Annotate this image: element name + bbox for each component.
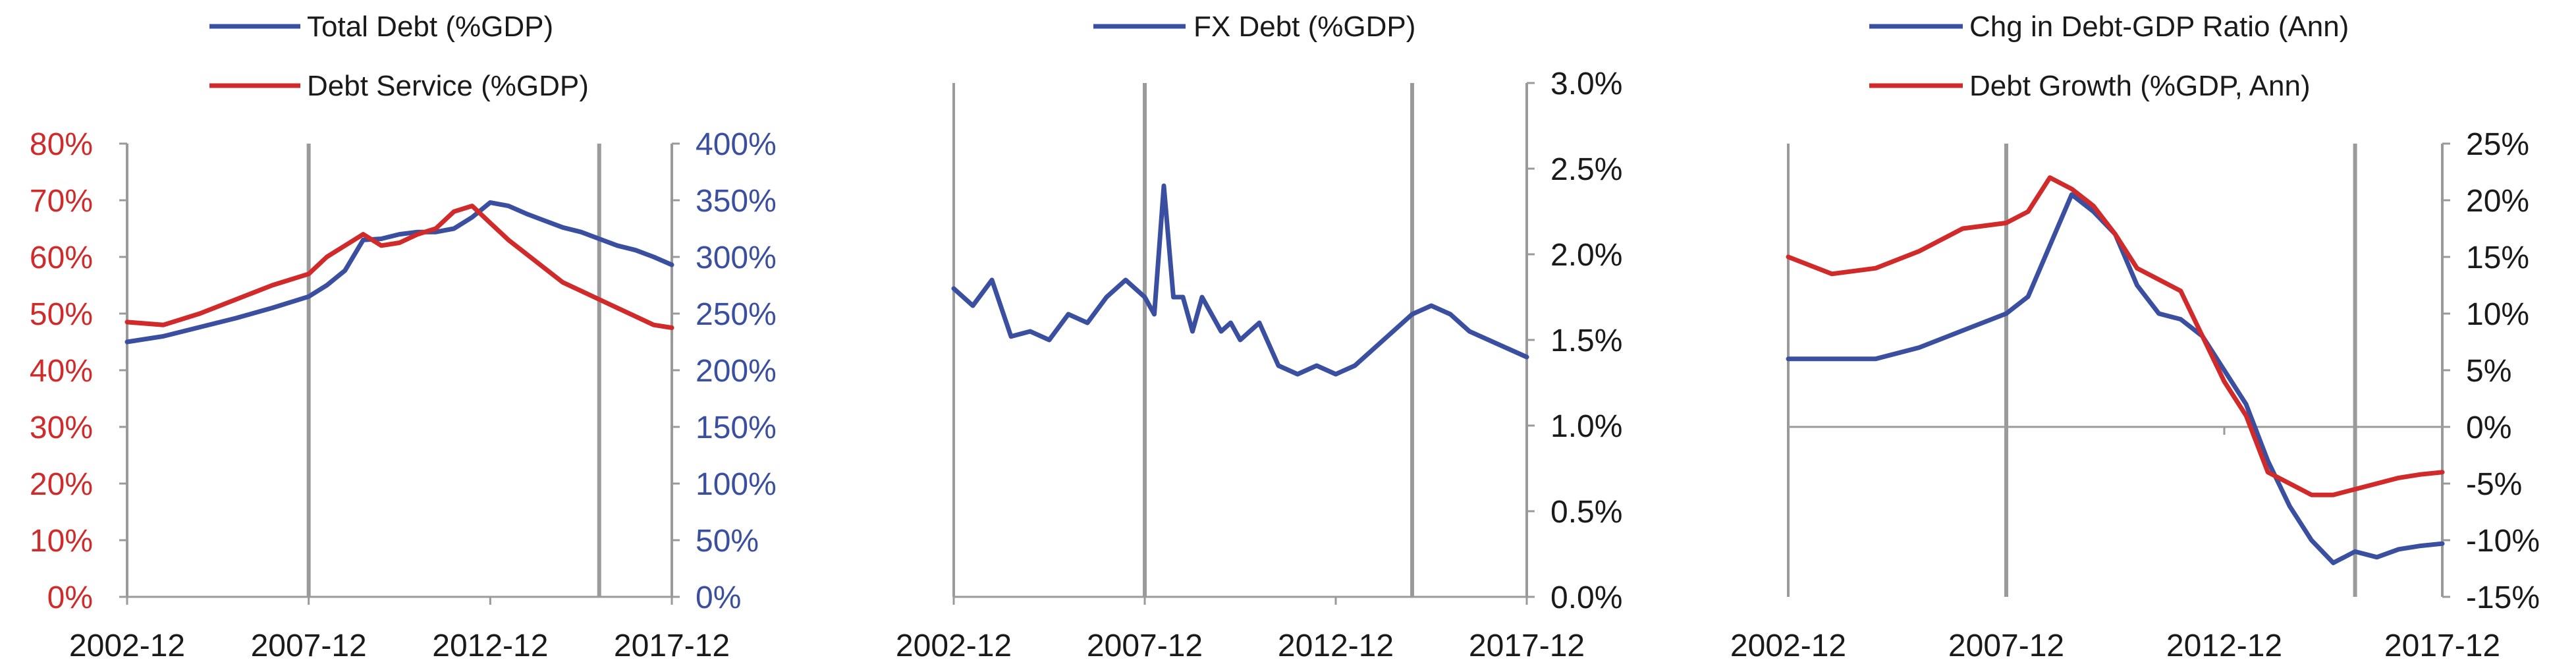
legend-label-debt-service: Debt Service (%GDP)	[307, 70, 589, 102]
x-tick-label: 2017-12	[614, 628, 730, 663]
plot-area: 2002-12 2007-12 2012-12 2017-12 0% 10% 20% 30% 4…	[30, 127, 777, 663]
y-left-tick-label: 20%	[30, 467, 93, 502]
x-tick-label: 2012-12	[1278, 628, 1394, 663]
y-right-tick-label: 0%	[696, 580, 741, 615]
y-right-tick-label: 350%	[696, 184, 777, 219]
x-tick-label: 2002-12	[69, 628, 185, 663]
x-tick-label: 2002-12	[1730, 628, 1846, 663]
y-right-tick-label: 50%	[696, 524, 759, 559]
y-right-tick-label: 5%	[2466, 354, 2511, 389]
y-right-tick-label: 150%	[696, 410, 777, 445]
series-line-1	[124, 204, 674, 330]
legend: Total Debt (%GDP) Debt Service (%GDP)	[209, 11, 589, 102]
y-right-tick-label: 20%	[2466, 184, 2529, 219]
series-line-0	[951, 183, 1529, 377]
x-tick-label: 2007-12	[251, 628, 367, 663]
y-right-tick-label: 250%	[696, 297, 777, 332]
x-tick-label: 2007-12	[1948, 628, 2064, 663]
x-tick-label: 2017-12	[1469, 628, 1585, 663]
legend-label-total-debt: Total Debt (%GDP)	[307, 11, 553, 43]
plot-area: 2002-12 2007-12 2012-12 2017-12 -15% -10% -5% 0…	[1730, 127, 2540, 663]
y-left-tick-label: 40%	[30, 354, 93, 389]
legend-label-fx-debt: FX Debt (%GDP)	[1193, 11, 1415, 43]
y-right-tick-label: -5%	[2466, 467, 2522, 502]
y-right-tick-label: -15%	[2466, 580, 2540, 615]
y-left-tick-label: 80%	[30, 127, 93, 162]
y-right-tick-label: 2.0%	[1550, 238, 1622, 273]
y-left-tick-label: 60%	[30, 240, 93, 275]
y-left-tick-label: 10%	[30, 524, 93, 559]
y-right-tick-label: 25%	[2466, 127, 2529, 162]
legend-label-debt-growth: Debt Growth (%GDP, Ann)	[1969, 70, 2311, 102]
x-tick-label: 2017-12	[2384, 628, 2500, 663]
y-right-tick-label: 2.5%	[1550, 152, 1622, 187]
y-right-tick-label: 300%	[696, 240, 777, 275]
series-line-0	[124, 200, 674, 345]
y-left-tick-label: 0%	[47, 580, 93, 615]
y-right-tick-label: -10%	[2466, 524, 2540, 559]
y-right-tick-label: 1.5%	[1550, 323, 1622, 358]
y-right-tick-label: 3.0%	[1550, 67, 1622, 101]
chart-panel-debt-growth: Chg in Debt-GDP Ratio (Ann) Debt Growth …	[1730, 11, 2540, 663]
y-right-tick-label: 15%	[2466, 240, 2529, 275]
y-right-tick-label: 1.0%	[1550, 409, 1622, 444]
x-tick-label: 2012-12	[2166, 628, 2282, 663]
x-tick-label: 2012-12	[432, 628, 548, 663]
plot-area: 2002-12 2007-12 2012-12 2017-12 0.0% 0.5% 1.0%…	[896, 67, 1622, 663]
y-right-tick-label: 0%	[2466, 410, 2511, 445]
y-right-tick-label: 200%	[696, 354, 777, 389]
legend: Chg in Debt-GDP Ratio (Ann) Debt Growth …	[1869, 11, 2349, 102]
x-tick-label: 2007-12	[1087, 628, 1203, 663]
legend-label-chg-debt-gdp: Chg in Debt-GDP Ratio (Ann)	[1969, 11, 2349, 43]
chart-panel-total-debt-debt-service: Total Debt (%GDP) Debt Service (%GDP) 20…	[30, 11, 777, 663]
y-right-tick-label: 0.5%	[1550, 495, 1622, 530]
y-left-tick-label: 30%	[30, 410, 93, 445]
y-left-tick-label: 70%	[30, 184, 93, 219]
x-tick-label: 2002-12	[896, 628, 1012, 663]
y-right-tick-label: 10%	[2466, 297, 2529, 332]
y-left-tick-label: 50%	[30, 297, 93, 332]
y-right-tick-label: 0.0%	[1550, 580, 1622, 615]
series-line-1	[1786, 175, 2445, 497]
legend: FX Debt (%GDP)	[1093, 11, 1415, 43]
chart-panel-fx-debt: FX Debt (%GDP) 2002-12 2007-12 2012-12 2017…	[896, 11, 1622, 663]
y-right-tick-label: 400%	[696, 127, 777, 162]
y-right-tick-label: 100%	[696, 467, 777, 502]
series-line-0	[1786, 192, 2445, 565]
